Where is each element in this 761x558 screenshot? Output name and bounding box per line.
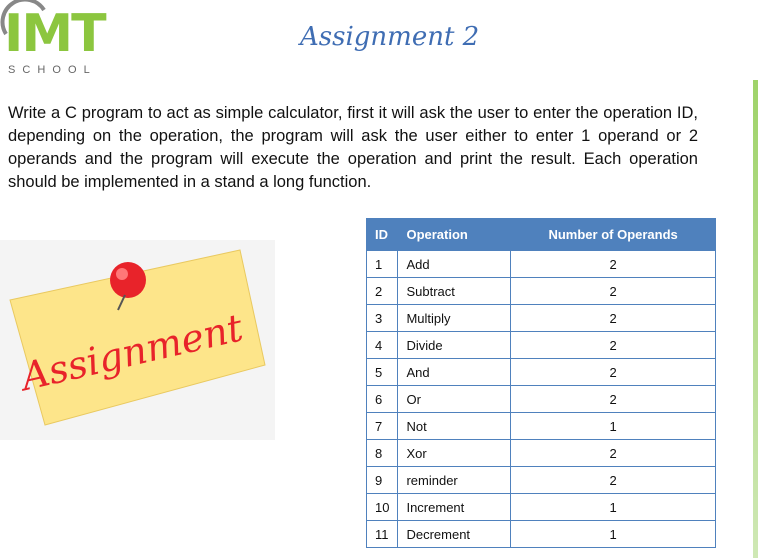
table-cell: 1	[365, 250, 399, 278]
table-cell: 2	[510, 439, 716, 467]
logo-tagline: S C H O O L	[8, 64, 92, 76]
table-cell: 2	[510, 331, 716, 359]
table-cell: 1	[510, 493, 716, 521]
table-cell: Multiply	[397, 304, 512, 332]
logo-arc	[0, 0, 46, 36]
table-cell: Add	[397, 250, 512, 278]
table-row: 10 Increment 1	[365, 493, 716, 521]
table-cell: 5	[365, 358, 399, 386]
sticky-note-image: Assignment	[0, 240, 275, 440]
table-cell: 9	[365, 466, 399, 494]
table-row: 3 Multiply 2	[365, 304, 716, 332]
table-cell: 2	[510, 304, 716, 332]
table-row: 2 Subtract 2	[365, 277, 716, 305]
side-bar	[753, 80, 758, 558]
table-row: 6 Or 2	[365, 385, 716, 413]
table-row: 1 Add 2	[365, 250, 716, 278]
table-row: 5 And 2	[365, 358, 716, 386]
table-cell: Subtract	[397, 277, 512, 305]
table-cell: 2	[510, 385, 716, 413]
table-cell: Not	[397, 412, 512, 440]
logo: IMT	[4, 4, 107, 64]
table-cell: 6	[365, 385, 399, 413]
table-row: 7 Not 1	[365, 412, 716, 440]
title: Assignment 2	[300, 22, 480, 52]
table-cell: 8	[365, 439, 399, 467]
table-row: 11 Decrement 1	[365, 520, 716, 548]
table-cell: 2	[510, 277, 716, 305]
header-cell: ID	[365, 218, 399, 251]
table-cell: reminder	[397, 466, 512, 494]
table-cell: And	[397, 358, 512, 386]
header-cell: Number of Operands	[510, 218, 716, 251]
header-row: ID Operation Number of Operands	[365, 218, 716, 251]
table-cell: 3	[365, 304, 399, 332]
table-cell: Xor	[397, 439, 512, 467]
table-row: 8 Xor 2	[365, 439, 716, 467]
table-cell: 1	[510, 520, 716, 548]
operations-table: ID Operation Number of Operands 1 Add 2 2 Subtr…	[365, 218, 716, 548]
table-cell: Or	[397, 385, 512, 413]
table-row: 4 Divide 2	[365, 331, 716, 359]
table-cell: Increment	[397, 493, 512, 521]
table-cell: Decrement	[397, 520, 512, 548]
table-cell: 7	[365, 412, 399, 440]
table-cell: 2	[365, 277, 399, 305]
table-cell: 11	[365, 520, 399, 548]
table-cell: 2	[510, 466, 716, 494]
table-cell: 4	[365, 331, 399, 359]
table-row: 9 reminder 2	[365, 466, 716, 494]
table-cell: 10	[365, 493, 399, 521]
description: Write a C program to act as simple calcu…	[8, 104, 698, 191]
header-cell: Operation	[397, 218, 512, 251]
table-cell: 2	[510, 358, 716, 386]
table-cell: Divide	[397, 331, 512, 359]
table-cell: 2	[510, 250, 716, 278]
table-cell: 1	[510, 412, 716, 440]
